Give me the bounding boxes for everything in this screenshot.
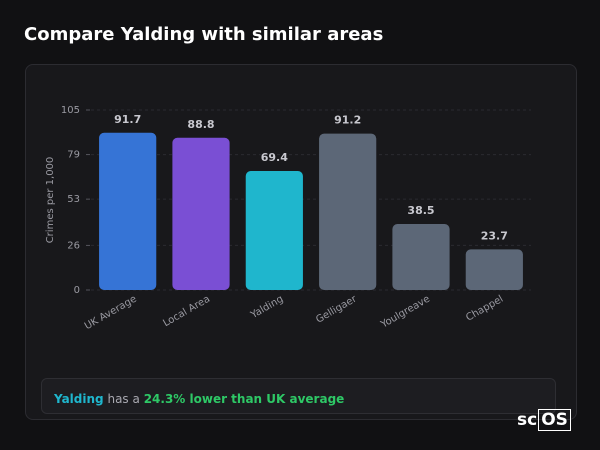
y-tick-label: 79 <box>67 150 80 161</box>
x-tick-label: Chappel <box>464 294 505 324</box>
x-tick-label: Youlgreave <box>378 294 432 331</box>
y-axis-label: Crimes per 1,000 <box>45 157 56 244</box>
bar <box>319 133 377 290</box>
y-tick-label: 26 <box>67 240 80 251</box>
y-tick-label: 0 <box>74 285 80 296</box>
x-tick-label: UK Average <box>83 294 139 333</box>
x-tick-label: Local Area <box>161 294 212 330</box>
y-tick-label: 105 <box>61 105 80 116</box>
bar <box>392 224 450 290</box>
y-tick-label: 53 <box>67 194 80 205</box>
logo: sc OS <box>517 409 571 431</box>
summary: Yalding has a 24.3% lower than UK averag… <box>41 378 556 414</box>
logo-right: OS <box>538 409 571 431</box>
bar <box>172 137 230 290</box>
value-label: 88.8 <box>187 118 214 131</box>
value-label: 38.5 <box>407 204 434 217</box>
page-title: Compare Yalding with similar areas <box>24 24 384 45</box>
x-tick-label: Gelligaer <box>314 293 359 325</box>
value-label: 91.2 <box>334 114 361 127</box>
value-label: 69.4 <box>261 151 288 164</box>
summary-comparison: 24.3% lower than UK average <box>143 392 345 406</box>
summary-text: has a <box>107 392 140 406</box>
x-tick-label: Yalding <box>248 294 285 322</box>
bar <box>99 132 157 290</box>
bar <box>465 249 523 290</box>
bar <box>245 171 303 290</box>
value-label: 91.7 <box>114 113 141 126</box>
logo-left: sc <box>517 410 538 430</box>
value-label: 23.7 <box>481 229 508 242</box>
summary-area: Yalding <box>54 392 104 406</box>
